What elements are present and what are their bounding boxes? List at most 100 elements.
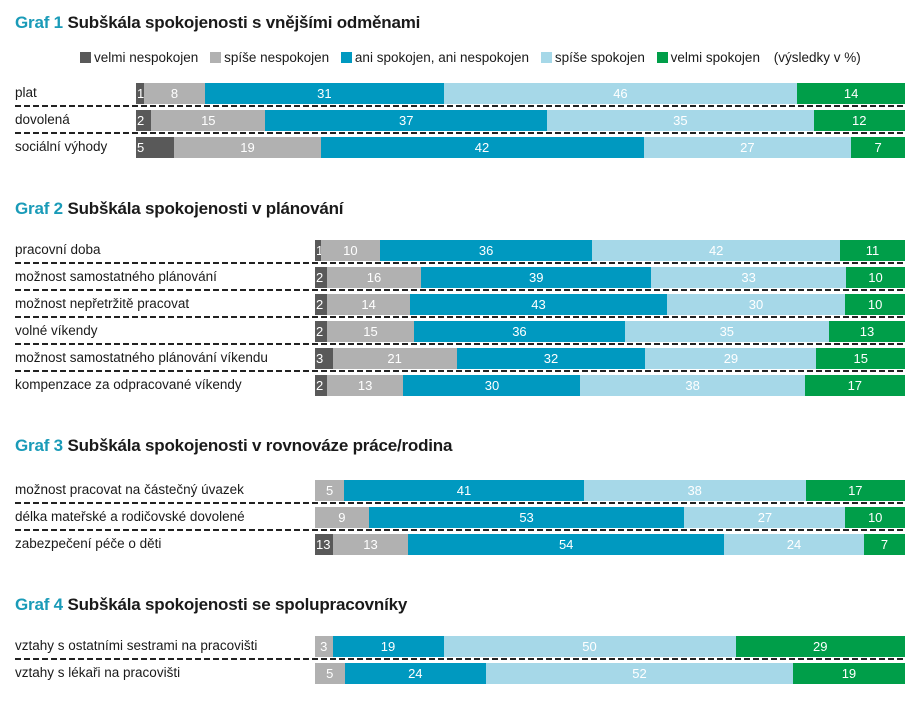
bar-segment-velmi-spokojen: 29 xyxy=(735,636,905,657)
value-label: 17 xyxy=(848,483,863,498)
value-label: 19 xyxy=(240,140,255,155)
row-separator xyxy=(15,105,905,107)
bar-segment-spise-nespokojen: 14 xyxy=(326,294,411,315)
stacked-bar: 2 14 43 30 10 xyxy=(315,294,905,315)
stacked-bar: 1 10 36 42 11 xyxy=(315,240,905,261)
bar-segment-ani-spokojen: 24 xyxy=(344,663,487,684)
bar-segment-spise-spokojen: 35 xyxy=(624,321,830,342)
legend-item-velmi-nespokojen: velmi nespokojen xyxy=(80,50,198,65)
stacked-bar: 5 19 42 27 7 xyxy=(136,137,905,158)
row-label: pracovní doba xyxy=(15,242,101,257)
row-label: délka mateřské a rodičovské dovolené xyxy=(15,509,245,524)
value-label: 2 xyxy=(137,113,145,128)
value-label: 2 xyxy=(316,297,324,312)
bar-segment-spise-spokojen: 29 xyxy=(645,348,817,369)
bar-segment-spise-nespokojen: 13 xyxy=(326,375,404,396)
legend-item-spise-spokojen: spíše spokojen xyxy=(540,50,645,65)
value-label: 10 xyxy=(867,297,883,312)
bar-segment-spise-nespokojen: 13 xyxy=(332,534,409,555)
bar-segment-ani-spokojen: 41 xyxy=(344,480,584,501)
bar-segment-velmi-nespokojen: 1 xyxy=(315,240,323,261)
value-label: 43 xyxy=(531,297,546,312)
chart-row: zabezpečení péče o děti 13 13 54 24 7 xyxy=(15,532,905,556)
stacked-bar: 2 15 37 35 12 xyxy=(136,110,905,131)
bar-segment-ani-spokojen: 32 xyxy=(456,348,646,369)
legend-item-spise-nespokojen: spíše nespokojen xyxy=(210,50,329,65)
value-label: 14 xyxy=(843,86,859,101)
value-label: 8 xyxy=(170,86,179,101)
bar-segment-spise-nespokojen: 19 xyxy=(174,137,321,158)
row-label: zabezpečení péče o děti xyxy=(15,536,162,551)
value-label: 54 xyxy=(558,537,574,552)
value-label: 16 xyxy=(366,270,382,285)
bar-segment-velmi-spokojen: 11 xyxy=(840,240,905,261)
bar-segment-spise-nespokojen: 5 xyxy=(315,663,345,684)
bar-segment-velmi-nespokojen: 13 xyxy=(315,534,333,555)
bar-segment-velmi-spokojen: 14 xyxy=(797,83,905,104)
value-label: 13 xyxy=(357,378,373,393)
legend-swatch xyxy=(340,52,352,63)
legend-item-velmi-spokojen: velmi spokojen xyxy=(656,50,760,65)
legend-label: velmi nespokojen xyxy=(94,50,199,65)
row-label: možnost nepřetržitě pracovat xyxy=(15,296,190,311)
value-label: 17 xyxy=(847,378,863,393)
row-separator xyxy=(15,343,905,345)
value-label: 29 xyxy=(723,351,739,366)
row-label: volné víkendy xyxy=(15,323,98,338)
bar-segment-spise-spokojen: 38 xyxy=(583,480,806,501)
row-label: plat xyxy=(15,85,37,100)
bar-segment-velmi-spokojen: 10 xyxy=(845,507,905,528)
legend-unit-note: (výsledky v %) xyxy=(773,50,861,65)
value-label: 42 xyxy=(708,243,724,258)
chart-row: plat 1 8 31 46 14 xyxy=(15,81,905,105)
bar-segment-spise-nespokojen: 5 xyxy=(315,480,345,501)
stacked-bar: 1 8 31 46 14 xyxy=(136,83,905,104)
legend-label: ani spokojen, ani nespokojen xyxy=(354,50,530,65)
row-label: vztahy s lékaři na pracovišti xyxy=(15,665,181,680)
chart-number: Graf 3 xyxy=(15,436,63,455)
bar-segment-velmi-nespokojen: 5 xyxy=(136,137,175,158)
value-label: 42 xyxy=(474,140,490,155)
bar-segment-spise-nespokojen: 15 xyxy=(326,321,415,342)
row-separator xyxy=(15,289,905,291)
value-label: 33 xyxy=(741,270,756,285)
bar-segment-velmi-spokojen: 10 xyxy=(845,294,905,315)
bar-segment-velmi-nespokojen: 2 xyxy=(315,294,327,315)
value-label: 30 xyxy=(748,297,764,312)
value-label: 3 xyxy=(316,351,324,366)
stacked-bar: 2 13 30 38 17 xyxy=(315,375,905,396)
bar-segment-spise-spokojen: 50 xyxy=(443,636,736,657)
bar-segment-spise-nespokojen: 10 xyxy=(320,240,380,261)
value-label: 19 xyxy=(380,639,396,654)
value-label: 27 xyxy=(740,140,755,155)
bar-segment-velmi-spokojen: 12 xyxy=(813,110,905,131)
bar-segment-velmi-nespokojen: 2 xyxy=(315,267,327,288)
value-label: 30 xyxy=(484,378,500,393)
bar-segment-velmi-nespokojen: 2 xyxy=(315,321,327,342)
value-label: 11 xyxy=(865,243,880,258)
value-label: 3 xyxy=(320,639,328,654)
stacked-bar: 3 19 50 29 xyxy=(315,636,905,657)
value-label: 10 xyxy=(868,270,883,285)
chart-number: Graf 4 xyxy=(15,595,63,614)
bar-segment-spise-spokojen: 27 xyxy=(684,507,846,528)
bar-segment-ani-spokojen: 37 xyxy=(265,110,548,131)
legend-item-ani-spokojen: ani spokojen, ani nespokojen xyxy=(340,50,530,65)
value-label: 31 xyxy=(317,86,332,101)
bar-segment-spise-spokojen: 35 xyxy=(547,110,814,131)
value-label: 32 xyxy=(543,351,559,366)
bar-segment-spise-nespokojen: 3 xyxy=(315,636,333,657)
bar-segment-ani-spokojen: 36 xyxy=(379,240,593,261)
stacked-bar: 9 53 27 10 xyxy=(315,507,905,528)
value-label: 5 xyxy=(137,140,145,155)
row-label: sociální výhody xyxy=(15,139,108,154)
bar-segment-velmi-spokojen: 17 xyxy=(805,480,905,501)
value-label: 50 xyxy=(582,639,597,654)
value-label: 38 xyxy=(685,378,700,393)
bar-segment-spise-spokojen: 46 xyxy=(443,83,798,104)
value-label: 7 xyxy=(874,140,882,155)
row-separator xyxy=(15,658,905,660)
value-label: 15 xyxy=(201,113,216,128)
value-label: 53 xyxy=(519,510,534,525)
value-label: 19 xyxy=(841,666,857,681)
